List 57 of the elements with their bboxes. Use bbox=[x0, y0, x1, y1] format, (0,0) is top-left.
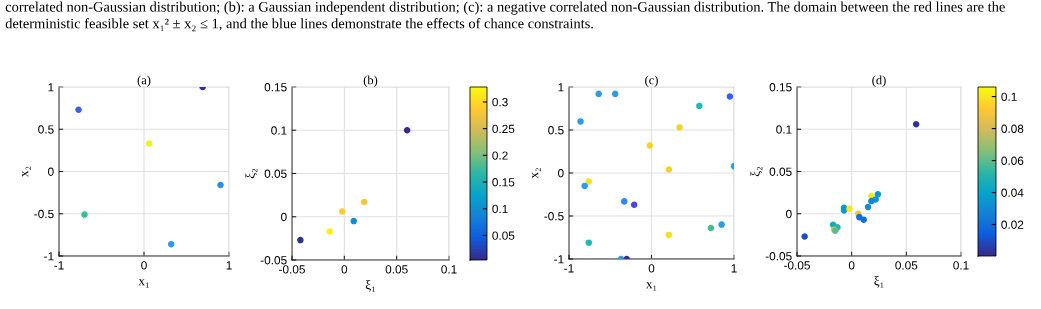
color-bar-label: 0.2 bbox=[492, 151, 508, 160]
y-axis-title: x₂ bbox=[532, 168, 541, 179]
color-bar-label: 0.3 bbox=[492, 97, 508, 107]
color-bar-label: 0.15 bbox=[492, 178, 515, 187]
x-tick-label: 0 bbox=[141, 261, 147, 270]
y-tick-label: 0.15 bbox=[769, 83, 792, 92]
color-bar-label: 0.06 bbox=[1001, 156, 1024, 165]
x-tick-label: 1 bbox=[226, 261, 232, 270]
x-tick-label: 0.05 bbox=[385, 265, 408, 274]
chart-title: (b) bbox=[363, 75, 378, 87]
x-tick-label: -0.05 bbox=[784, 261, 810, 270]
y-tick-label: 1 bbox=[48, 83, 54, 92]
x-tick-label: 0 bbox=[341, 265, 348, 274]
color-bar-label: 0.05 bbox=[492, 231, 515, 240]
x-tick-label: 0.1 bbox=[953, 261, 969, 270]
color-bar-label: 0.1 bbox=[1001, 92, 1017, 101]
y-tick-label: 0.05 bbox=[264, 169, 287, 178]
y-tick-label: -1 bbox=[554, 255, 564, 264]
y-tick-label: 0 bbox=[558, 169, 564, 178]
text: correlated non-Gaussian distribution; (b): a Gaussian independent distribution; (c): a negative correlated non-Gaussian distribution. The domain between the red lines are the deterministic feasible set x₁² ± x₂ ≤ 1, and the blue lines demonstrate the effects of chance constraints. bbox=[5, 1, 1005, 32]
color-bar-label: 0.02 bbox=[1001, 220, 1024, 229]
chart-title: (d) bbox=[872, 75, 886, 87]
x-tick-label: 0 bbox=[848, 261, 855, 270]
y-axis-title: ξ₂ bbox=[750, 166, 763, 177]
y-tick-label: 0.5 bbox=[38, 125, 54, 134]
x-tick-label: 0 bbox=[648, 264, 655, 273]
x-tick-label: -1 bbox=[54, 261, 64, 270]
x-axis-title: x₁ bbox=[646, 282, 657, 291]
y-axis-title: x₂ bbox=[22, 166, 31, 177]
y-tick-label: -1 bbox=[44, 252, 54, 261]
y-tick-label: 0.1 bbox=[271, 126, 287, 135]
y-tick-label: 0 bbox=[786, 209, 792, 219]
y-tick-label: -0.5 bbox=[34, 209, 54, 219]
x-tick-label: -0.05 bbox=[279, 265, 305, 274]
y-tick-label: 0.15 bbox=[264, 83, 287, 92]
x-tick-label: -1 bbox=[564, 264, 574, 273]
x-tick-label: 0.05 bbox=[895, 261, 918, 270]
x-tick-label: 1 bbox=[731, 264, 737, 273]
y-tick-label: -0.5 bbox=[544, 212, 564, 221]
color-bar-label: 0.1 bbox=[492, 204, 508, 214]
y-axis-title: ξ₂ bbox=[245, 168, 258, 179]
x-axis-title: ξ₁ bbox=[874, 275, 884, 288]
color-bar-label: 0.25 bbox=[492, 124, 515, 134]
color-bar-label: 0.04 bbox=[1001, 188, 1024, 197]
x-tick-label: 0.1 bbox=[441, 265, 457, 274]
y-tick-label: 0 bbox=[281, 212, 287, 222]
y-tick-label: 0.1 bbox=[776, 125, 792, 134]
y-tick-label: 0 bbox=[48, 167, 54, 176]
color-bar-label: 0.08 bbox=[1001, 124, 1024, 133]
y-tick-label: -0.05 bbox=[765, 252, 792, 261]
x-axis-title: x₁ bbox=[138, 279, 149, 288]
y-tick-label: 1 bbox=[558, 83, 564, 92]
x-axis-title: ξ₁ bbox=[365, 279, 375, 292]
y-tick-label: 0.5 bbox=[548, 126, 564, 135]
y-tick-label: 0.05 bbox=[769, 167, 792, 176]
chart-title: (a) bbox=[137, 75, 151, 87]
chart-title: (c) bbox=[645, 75, 658, 87]
